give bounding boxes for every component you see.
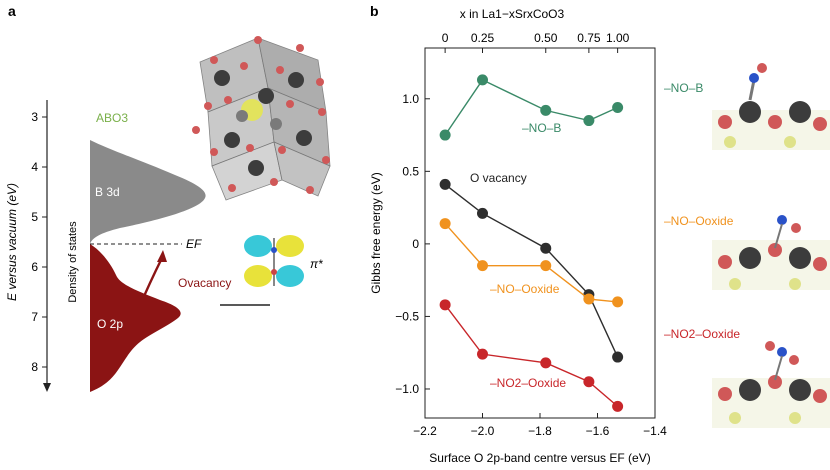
series-label-no_o_oxide: –NO–Ooxide [490,282,560,296]
band-upper-label: B 3d [95,185,120,199]
series-line-no2_o_oxide [444,304,619,407]
structure-label-no-b: –NO–B [664,81,703,95]
panel-b-label: b [370,3,379,19]
y-tick-label: −1.0 [395,382,419,396]
data-point-o_vacancy [439,178,451,190]
data-point-o_vacancy [477,207,488,219]
top-axis-ticks: 0 0.25 0.50 0.75 1.00 [442,31,630,53]
top-tick-label: 0 [442,31,449,45]
surface-structure-no2-o-oxide [712,341,830,428]
panel-a-tick-label: 5 [31,210,38,224]
y-tick-label: 0 [412,237,419,251]
data-point-no_b [612,101,624,113]
x-tick-label: −1.8 [528,424,552,438]
data-point-no2_o_oxide [540,357,552,369]
x-tick-label: −1.4 [643,424,667,438]
panel-a-tick-label: 3 [31,110,38,124]
panel-a-tick-group: 3 4 5 6 7 8 [31,110,47,374]
x-tick-label: −1.6 [586,424,610,438]
abo3-label: ABO3 [96,111,128,125]
chart-axis-ticks: −2.2 −2.0 −1.8 −1.6 −1.4 1.0 0.5 0 −0.5 −1.0 [395,92,667,438]
series-label-no_b: –NO–B [522,121,561,135]
surface-structure-no-b [712,63,830,150]
top-axis-title: x in La1−xSrxCoO3 [460,7,565,21]
top-tick-label: 1.00 [606,31,630,45]
data-point-no_o_oxide [439,218,451,230]
dos-lower-band [90,244,181,392]
series-line-o_vacancy [444,183,619,358]
y-tick-label: 1.0 [402,92,419,106]
pi-star-orbital-illustration [244,235,304,287]
data-point-no_o_oxide [612,296,624,308]
panel-a-tick-label: 6 [31,260,38,274]
data-point-no_b [540,104,552,116]
x-tick-label: −2.0 [471,424,495,438]
data-point-no2_o_oxide [612,400,624,412]
data-point-no_o_oxide [477,260,488,272]
surface-structure-no-o-oxide [712,215,830,290]
top-tick-label: 0.75 [577,31,601,45]
panel-a-tick-label: 4 [31,160,38,174]
chart-series-layer [439,74,624,412]
x-tick-label: −2.2 [413,424,437,438]
top-tick-label: 0.50 [534,31,558,45]
band-lower-label: O 2p [97,317,123,331]
dos-upper-band [90,140,206,244]
dos-axis-label: Density of states [67,221,79,303]
vacancy-label: Ovacancy [178,276,231,290]
structure-label-no-o-oxide: –NO–Ooxide [664,214,734,228]
panel-a-tick-label: 7 [31,310,38,324]
top-tick-label: 0.25 [471,31,495,45]
data-point-no_b [583,115,595,127]
y-axis-title: Gibbs free energy (eV) [369,172,383,293]
panel-a-y-axis-label: E versus vacuum (eV) [5,183,19,301]
data-point-no_o_oxide [540,260,552,272]
perovskite-structure-illustration [192,36,331,201]
vacancy-arrowhead [157,250,167,262]
structure-label-no2-o-oxide: –NO2–Ooxide [664,327,740,341]
x-axis-title: Surface O 2p-band centre versus EF (eV) [429,451,650,465]
vacancy-arrow [136,257,164,311]
data-point-no_o_oxide [583,293,595,305]
panel-a-label: a [8,3,16,19]
data-point-no_b [477,74,488,86]
fermi-level-label: EF [186,237,202,251]
panel-a-axis-arrowhead [43,383,51,392]
orbital-label: π* [310,257,323,271]
data-point-no2_o_oxide [477,348,488,360]
data-point-no2_o_oxide [439,299,451,311]
data-point-no_b [439,129,451,141]
y-tick-label: −0.5 [395,309,419,323]
chart-series-labels: –NO–B O vacancy –NO–Ooxide –NO2–Ooxide [470,121,566,390]
series-label-o_vacancy: O vacancy [470,171,527,185]
data-point-o_vacancy [612,351,624,363]
data-point-no2_o_oxide [583,376,595,388]
y-tick-label: 0.5 [402,164,419,178]
data-point-o_vacancy [540,242,552,254]
series-label-no2_o_oxide: –NO2–Ooxide [490,376,566,390]
panel-a-tick-label: 8 [31,360,38,374]
